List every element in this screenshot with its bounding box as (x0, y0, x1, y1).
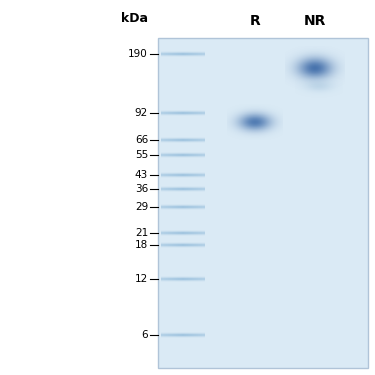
Text: 36: 36 (135, 184, 148, 194)
Text: 18: 18 (135, 240, 148, 250)
Text: 43: 43 (135, 170, 148, 180)
Text: R: R (250, 14, 260, 28)
Text: 6: 6 (141, 330, 148, 340)
Text: NR: NR (304, 14, 326, 28)
Text: 66: 66 (135, 135, 148, 145)
Text: kDa: kDa (121, 12, 148, 24)
Text: 55: 55 (135, 150, 148, 159)
Text: 190: 190 (128, 48, 148, 58)
Text: 12: 12 (135, 273, 148, 284)
Text: 92: 92 (135, 108, 148, 118)
Text: 21: 21 (135, 228, 148, 238)
Text: 29: 29 (135, 202, 148, 211)
Bar (158, 38, 368, 368)
